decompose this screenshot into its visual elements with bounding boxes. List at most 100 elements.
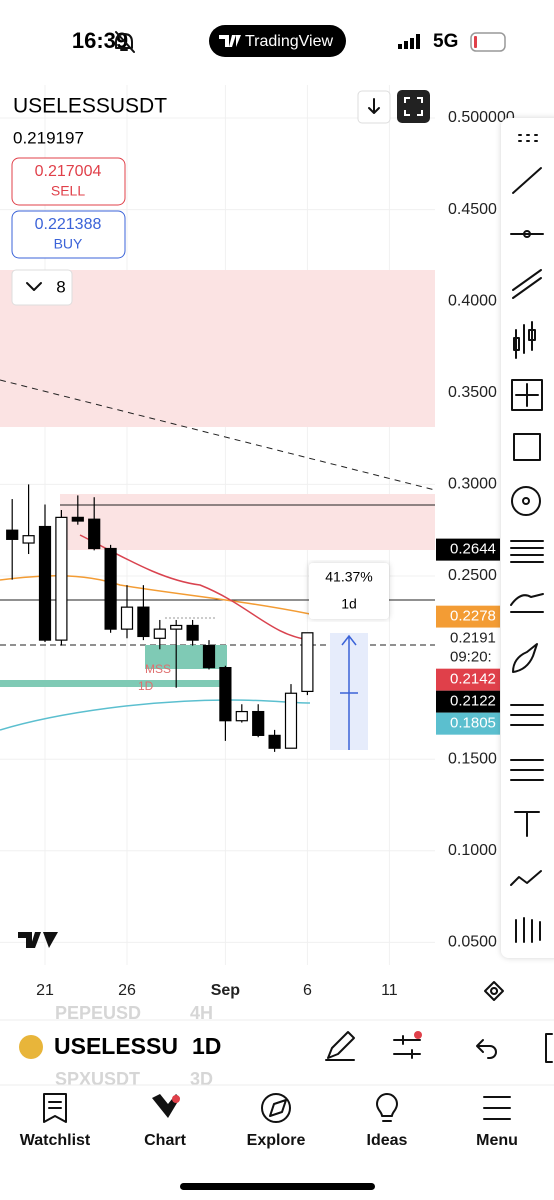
price-badge-label: 0.2278 — [450, 608, 496, 625]
indicator-count: 8 — [56, 277, 65, 296]
moving-average — [0, 699, 311, 731]
x-tick-label: Sep — [211, 982, 241, 999]
tool-fib[interactable] — [510, 540, 544, 563]
candle-body — [186, 624, 199, 641]
price-badge-label: 0.2142 — [450, 671, 496, 688]
measure-arrow — [340, 634, 358, 750]
measure-tooltip — [309, 563, 389, 619]
prev-symbol: PEPEUSD — [55, 1003, 141, 1023]
time-axis: 21 26 Sep 6 11 — [36, 982, 398, 999]
sell-button[interactable] — [11, 157, 126, 206]
candle-body — [55, 516, 68, 641]
price-badge-label: 0.2191 — [450, 630, 496, 647]
y-tick-label: 0.2500 — [448, 567, 497, 584]
zone — [60, 494, 435, 550]
down-arrow — [368, 98, 380, 114]
candle-body — [235, 710, 248, 722]
tool-position[interactable] — [510, 704, 544, 726]
chart-plot: MSS 1D — [0, 85, 435, 965]
tool-candles[interactable] — [515, 917, 541, 943]
price-axis: 0.500000 0.4500 0.4000 0.3500 0.3000 0.2500 0.… — [436, 109, 515, 951]
indicators-button[interactable] — [393, 1035, 421, 1059]
price-badge-label: 0.2644 — [450, 541, 496, 558]
zone-bar — [0, 680, 222, 687]
draw-button[interactable] — [325, 1031, 355, 1061]
candle-body — [219, 666, 232, 722]
y-tick-label: 0.1000 — [448, 842, 497, 859]
sell-price: 0.217004 — [35, 163, 102, 180]
tool-channel[interactable] — [512, 269, 542, 299]
candle-body — [22, 535, 35, 544]
tool-hline[interactable] — [510, 230, 544, 238]
candle-body — [104, 547, 117, 630]
nav-item[interactable]: Explore — [247, 1132, 306, 1149]
tool-circle[interactable] — [511, 486, 541, 516]
nav-icon — [261, 1093, 291, 1123]
more-button[interactable] — [545, 1033, 553, 1063]
app-name: TradingView — [245, 33, 333, 50]
y-tick-label: 0.1500 — [448, 750, 497, 767]
tool-projection[interactable] — [511, 379, 543, 411]
price-badge-label: 0.2122 — [450, 693, 496, 710]
tool-forecast[interactable] — [510, 759, 544, 781]
interval-select[interactable]: 1D — [192, 1033, 221, 1059]
signal-icon — [398, 34, 420, 49]
tool-pattern[interactable] — [513, 321, 536, 359]
nav-icon — [483, 1096, 511, 1120]
battery-level — [474, 36, 477, 48]
nav-icon — [376, 1093, 398, 1122]
price-badge — [436, 668, 500, 691]
badge — [172, 1095, 180, 1103]
y-tick-label: 0.500000 — [448, 109, 515, 126]
symbol-select[interactable]: USELESSU — [54, 1033, 178, 1059]
status-time: 16:39 — [72, 28, 128, 53]
undo-button[interactable] — [476, 1039, 497, 1059]
measure-duration: 1d — [341, 596, 357, 612]
nav-item[interactable]: Chart — [144, 1132, 186, 1149]
candle-body — [284, 692, 298, 749]
candle-body — [268, 734, 281, 749]
countdown: 09:20: — [450, 649, 492, 666]
trend-line — [0, 379, 435, 491]
tool-trendline[interactable] — [512, 167, 542, 194]
buy-label: BUY — [54, 236, 83, 252]
home-indicator — [180, 1183, 375, 1190]
y-tick-label: 0.4500 — [448, 201, 497, 218]
tool-text[interactable] — [514, 811, 540, 837]
price-badge — [436, 690, 500, 713]
nav-item[interactable]: Watchlist — [20, 1132, 91, 1149]
tool-shape[interactable] — [513, 433, 541, 461]
price-badge — [436, 605, 500, 628]
x-tick-label: 6 — [303, 982, 312, 999]
candle-body — [71, 516, 84, 522]
toolbar-icons — [510, 134, 544, 943]
sell-label: SELL — [51, 183, 85, 199]
candle-body — [301, 632, 314, 693]
tool-gann[interactable] — [510, 593, 544, 613]
nav-icon — [43, 1093, 67, 1123]
tool-brush[interactable] — [512, 643, 538, 673]
nav-item[interactable]: Menu — [476, 1132, 518, 1149]
next-symbol: SPXUSDT — [55, 1069, 140, 1089]
settings-icon[interactable] — [484, 981, 504, 1001]
y-tick-label: 0.4000 — [448, 292, 497, 309]
tv-logo — [219, 35, 241, 47]
indicator-toggle[interactable] — [11, 269, 73, 306]
candle-body — [120, 606, 134, 630]
x-tick-label: 11 — [381, 982, 398, 999]
last-price: 0.219197 — [13, 128, 84, 147]
buy-price: 0.221388 — [35, 216, 102, 233]
price-badge — [436, 538, 500, 561]
fullscreen-button[interactable] — [397, 90, 430, 123]
tool-path[interactable] — [510, 870, 542, 886]
candle-body — [170, 624, 183, 630]
drawing-toolbar — [501, 118, 554, 958]
nav-item[interactable]: Ideas — [367, 1132, 408, 1149]
watermark — [18, 932, 58, 948]
fullscreen-icon — [404, 97, 423, 116]
buy-button[interactable] — [11, 210, 126, 259]
battery — [470, 32, 506, 52]
mss-label: MSS — [145, 662, 171, 676]
candle-body — [137, 606, 150, 638]
network: 5G — [433, 31, 458, 52]
